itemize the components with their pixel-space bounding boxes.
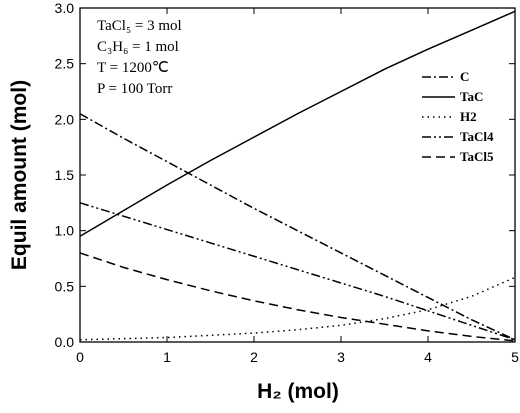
x-tick-label: 3 [337, 349, 345, 365]
series-line [79, 113, 516, 341]
y-tick-label: 1.0 [55, 223, 75, 239]
x-tick-label: 5 [511, 349, 519, 365]
legend-label: C [460, 69, 469, 84]
y-axis-label: Equil amount (mol) [8, 80, 31, 270]
y-tick-label: 1.5 [55, 167, 75, 183]
y-tick-label: 3.0 [55, 0, 75, 16]
x-axis-label: H₂ (mol) [257, 380, 339, 403]
x-tick-label: 2 [250, 349, 258, 365]
annotation: T = 1200℃ [97, 60, 169, 76]
annotation: C₃H₆ = 1 mol [97, 39, 179, 55]
legend-label: TaCl4 [460, 129, 494, 144]
series-line [79, 276, 516, 341]
series-line [79, 10, 516, 237]
x-tick-label: 4 [424, 349, 432, 365]
y-tick-label: 0.5 [55, 278, 75, 294]
y-tick-label: 0.0 [55, 334, 75, 350]
x-tick-label: 0 [76, 349, 84, 365]
legend-label: TaCl5 [460, 149, 494, 164]
annotation: TaCl₅ = 3 mol [97, 18, 182, 34]
legend-label: TaC [460, 89, 483, 104]
x-tick-label: 1 [163, 349, 171, 365]
series-line [79, 252, 516, 342]
annotation: P = 100 Torr [97, 81, 172, 97]
series-line [79, 202, 516, 341]
y-tick-label: 2.5 [55, 56, 75, 72]
y-tick-label: 2.0 [55, 111, 75, 127]
plot-frame [79, 7, 516, 343]
legend-label: H2 [460, 109, 477, 124]
